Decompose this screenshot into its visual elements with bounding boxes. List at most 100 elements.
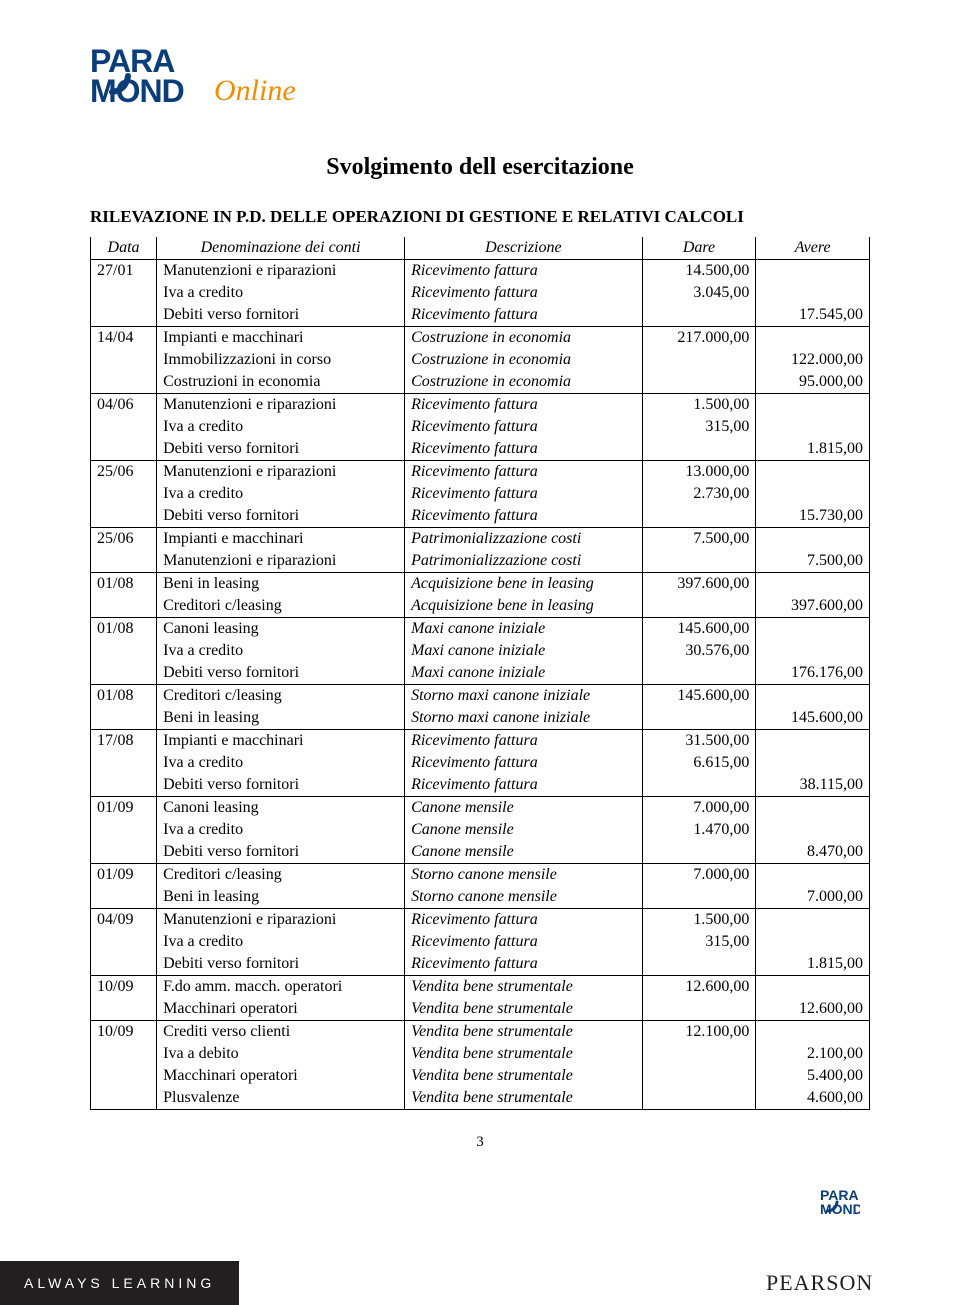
table-row: 01/09Creditori c/leasingStorno canone me…: [91, 864, 870, 887]
cell-avere: [756, 685, 870, 708]
cell-dare: [642, 304, 756, 327]
table-row: 01/08Creditori c/leasingStorno maxi cano…: [91, 685, 870, 708]
cell-data: [91, 483, 157, 505]
table-row: Iva a debitoVendita bene strumentale2.10…: [91, 1043, 870, 1065]
cell-dare: [642, 953, 756, 976]
cell-avere: [756, 461, 870, 484]
cell-denom: Manutenzioni e riparazioni: [157, 461, 405, 484]
col-descr: Descrizione: [405, 237, 643, 260]
page-footer: ALWAYS LEARNING PEARSON: [0, 1261, 960, 1305]
cell-data: [91, 349, 157, 371]
table-row: Iva a creditoMaxi canone iniziale30.576,…: [91, 640, 870, 662]
cell-avere: [756, 573, 870, 596]
cell-dare: [642, 707, 756, 730]
cell-data: 17/08: [91, 730, 157, 753]
cell-descr: Maxi canone iniziale: [405, 618, 643, 641]
cell-descr: Vendita bene strumentale: [405, 998, 643, 1021]
cell-descr: Costruzione in economia: [405, 371, 643, 394]
cell-denom: Crediti verso clienti: [157, 1021, 405, 1044]
cell-data: 04/06: [91, 394, 157, 417]
cell-dare: 7.000,00: [642, 797, 756, 820]
cell-dare: 30.576,00: [642, 640, 756, 662]
cell-dare: 7.500,00: [642, 528, 756, 551]
cell-data: [91, 438, 157, 461]
table-row: 14/04Impianti e macchinariCostruzione in…: [91, 327, 870, 350]
cell-data: 01/09: [91, 797, 157, 820]
cell-dare: [642, 662, 756, 685]
table-row: 01/08Canoni leasingMaxi canone iniziale1…: [91, 618, 870, 641]
cell-data: [91, 416, 157, 438]
cell-denom: Debiti verso fornitori: [157, 505, 405, 528]
cell-descr: Canone mensile: [405, 797, 643, 820]
cell-descr: Storno canone mensile: [405, 886, 643, 909]
cell-data: [91, 662, 157, 685]
cell-avere: [756, 528, 870, 551]
cell-descr: Vendita bene strumentale: [405, 1065, 643, 1087]
cell-data: [91, 752, 157, 774]
cell-dare: [642, 886, 756, 909]
cell-descr: Costruzione in economia: [405, 349, 643, 371]
table-row: Immobilizzazioni in corsoCostruzione in …: [91, 349, 870, 371]
cell-avere: 17.545,00: [756, 304, 870, 327]
table-row: Iva a creditoRicevimento fattura3.045,00: [91, 282, 870, 304]
cell-data: [91, 1065, 157, 1087]
cell-data: [91, 819, 157, 841]
cell-avere: 122.000,00: [756, 349, 870, 371]
cell-avere: [756, 483, 870, 505]
cell-denom: Creditori c/leasing: [157, 595, 405, 618]
table-row: Debiti verso fornitoriRicevimento fattur…: [91, 953, 870, 976]
cell-dare: 7.000,00: [642, 864, 756, 887]
svg-text:Online: Online: [214, 74, 296, 107]
table-row: 04/09Manutenzioni e riparazioniRicevimen…: [91, 909, 870, 932]
cell-dare: 6.615,00: [642, 752, 756, 774]
cell-avere: 397.600,00: [756, 595, 870, 618]
cell-denom: Iva a credito: [157, 416, 405, 438]
cell-descr: Ricevimento fattura: [405, 931, 643, 953]
svg-text:MOND: MOND: [820, 1201, 860, 1217]
cell-descr: Ricevimento fattura: [405, 416, 643, 438]
cell-descr: Storno maxi canone iniziale: [405, 685, 643, 708]
cell-descr: Vendita bene strumentale: [405, 976, 643, 999]
cell-avere: 7.500,00: [756, 550, 870, 573]
cell-data: [91, 640, 157, 662]
table-row: 10/09Crediti verso clientiVendita bene s…: [91, 1021, 870, 1044]
cell-descr: Ricevimento fattura: [405, 483, 643, 505]
cell-data: [91, 1087, 157, 1110]
cell-denom: Iva a credito: [157, 483, 405, 505]
cell-data: [91, 841, 157, 864]
cell-avere: 95.000,00: [756, 371, 870, 394]
cell-data: 10/09: [91, 976, 157, 999]
cell-denom: Debiti verso fornitori: [157, 953, 405, 976]
cell-denom: Macchinari operatori: [157, 998, 405, 1021]
cell-avere: [756, 327, 870, 350]
table-row: Debiti verso fornitoriMaxi canone inizia…: [91, 662, 870, 685]
cell-dare: [642, 998, 756, 1021]
cell-data: 14/04: [91, 327, 157, 350]
cell-dare: 2.730,00: [642, 483, 756, 505]
cell-descr: Ricevimento fattura: [405, 394, 643, 417]
cell-descr: Ricevimento fattura: [405, 774, 643, 797]
cell-avere: [756, 730, 870, 753]
mini-logo-icon: PARA MOND: [820, 1184, 860, 1235]
cell-descr: Ricevimento fattura: [405, 953, 643, 976]
cell-denom: Canoni leasing: [157, 797, 405, 820]
cell-denom: Debiti verso fornitori: [157, 438, 405, 461]
table-row: Costruzioni in economiaCostruzione in ec…: [91, 371, 870, 394]
cell-avere: 1.815,00: [756, 953, 870, 976]
cell-denom: Iva a credito: [157, 931, 405, 953]
cell-denom: Debiti verso fornitori: [157, 662, 405, 685]
table-row: Debiti verso fornitoriRicevimento fattur…: [91, 774, 870, 797]
table-row: 01/09Canoni leasingCanone mensile7.000,0…: [91, 797, 870, 820]
table-row: Macchinari operatoriVendita bene strumen…: [91, 998, 870, 1021]
cell-dare: [642, 371, 756, 394]
cell-dare: [642, 1043, 756, 1065]
table-row: 25/06Manutenzioni e riparazioniRicevimen…: [91, 461, 870, 484]
cell-avere: 145.600,00: [756, 707, 870, 730]
cell-denom: Macchinari operatori: [157, 1065, 405, 1087]
cell-data: 01/08: [91, 573, 157, 596]
cell-avere: [756, 864, 870, 887]
cell-data: [91, 707, 157, 730]
cell-denom: Costruzioni in economia: [157, 371, 405, 394]
cell-dare: [642, 550, 756, 573]
cell-descr: Vendita bene strumentale: [405, 1087, 643, 1110]
